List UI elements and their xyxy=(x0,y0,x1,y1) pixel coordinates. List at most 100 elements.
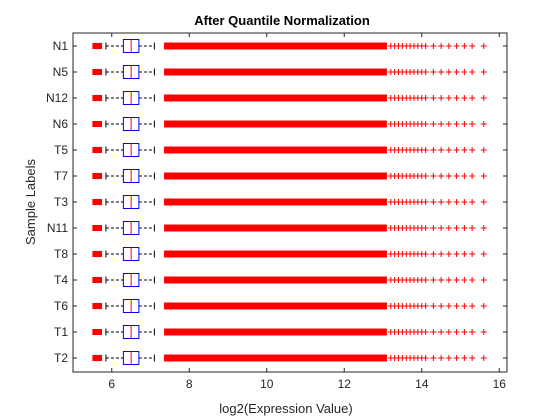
outlier-point xyxy=(469,69,476,75)
x-tick-label: 6 xyxy=(108,377,115,391)
outlier-point xyxy=(461,277,468,283)
outlier-point xyxy=(480,43,487,49)
outliers-low xyxy=(92,251,103,257)
outlier-point xyxy=(445,199,452,205)
outlier-point xyxy=(469,355,476,361)
outliers-high-dense xyxy=(164,276,387,284)
box-series-n5 xyxy=(92,65,487,79)
box-series-n1 xyxy=(92,39,487,53)
outlier-point xyxy=(445,225,452,231)
outlier-point xyxy=(430,303,437,309)
box-series-t4 xyxy=(92,273,487,287)
outlier-point xyxy=(422,277,429,283)
outlier-point xyxy=(453,303,460,309)
outliers-high-dense xyxy=(164,120,387,128)
x-tick-label: 14 xyxy=(415,377,429,391)
outlier-point xyxy=(430,277,437,283)
outlier-point xyxy=(430,43,437,49)
outlier-point xyxy=(422,225,429,231)
outlier-point xyxy=(461,69,468,75)
outlier-point xyxy=(422,69,429,75)
outlier-point xyxy=(480,95,487,101)
outliers-low xyxy=(92,303,103,309)
outlier-point xyxy=(422,355,429,361)
outlier-point xyxy=(422,173,429,179)
outlier-point xyxy=(445,69,452,75)
outlier-point xyxy=(461,121,468,127)
outlier-point xyxy=(480,225,487,231)
outlier-point xyxy=(445,355,452,361)
outlier-point xyxy=(438,303,445,309)
outlier-point xyxy=(453,329,460,335)
outlier-point xyxy=(480,121,487,127)
outlier-point xyxy=(453,199,460,205)
box-series-t6 xyxy=(92,299,487,313)
outliers-high-dense xyxy=(164,172,387,180)
outlier-point xyxy=(480,329,487,335)
outlier-point xyxy=(438,355,445,361)
outlier-point xyxy=(430,121,437,127)
outliers-high-dense xyxy=(164,146,387,154)
outlier-point xyxy=(480,147,487,153)
outliers-high-dense xyxy=(164,302,387,310)
outlier-point xyxy=(422,95,429,101)
axes: 6 8 10 12 14 16 N1 N5 N12 N6 T5 T7 T3 N11 T8 T4 T6 T1 T2 xyxy=(46,32,508,391)
box-series-t3 xyxy=(92,195,487,209)
outlier-point xyxy=(438,329,445,335)
outlier-point xyxy=(430,251,437,257)
outlier-point xyxy=(469,173,476,179)
outlier-point xyxy=(430,355,437,361)
outlier-point xyxy=(445,329,452,335)
outliers-low xyxy=(92,199,103,205)
outlier-point xyxy=(438,199,445,205)
outlier-point xyxy=(438,121,445,127)
y-tick-label: T4 xyxy=(54,273,68,287)
outlier-point xyxy=(430,69,437,75)
outlier-point xyxy=(445,147,452,153)
outlier-point xyxy=(422,121,429,127)
outlier-point xyxy=(430,329,437,335)
outlier-point xyxy=(469,199,476,205)
outlier-point xyxy=(461,251,468,257)
outliers-high-dense xyxy=(164,224,387,232)
outliers-high-dense xyxy=(164,68,387,76)
outliers-high-dense xyxy=(164,198,387,206)
outliers-low xyxy=(92,329,103,335)
box-series-t1 xyxy=(92,325,487,339)
y-tick-label: T1 xyxy=(54,325,68,339)
outlier-point xyxy=(469,43,476,49)
outlier-point xyxy=(453,355,460,361)
outlier-point xyxy=(480,69,487,75)
y-tick-label: N11 xyxy=(47,221,68,235)
outlier-point xyxy=(469,121,476,127)
outliers-high-dense xyxy=(164,250,387,258)
outlier-point xyxy=(461,199,468,205)
outlier-point xyxy=(430,147,437,153)
outlier-point xyxy=(453,43,460,49)
chart-title: After Quantile Normalization xyxy=(194,13,370,28)
x-tick-label: 8 xyxy=(186,377,193,391)
outlier-point xyxy=(461,173,468,179)
outliers-low xyxy=(92,277,103,283)
y-tick-label: T7 xyxy=(54,169,68,183)
outlier-point xyxy=(480,355,487,361)
outlier-point xyxy=(438,69,445,75)
outlier-point xyxy=(453,69,460,75)
outlier-point xyxy=(422,303,429,309)
y-tick-label: N1 xyxy=(53,39,69,53)
y-axis-label: Sample Labels xyxy=(23,159,38,245)
outlier-point xyxy=(445,303,452,309)
y-tick-label: T2 xyxy=(54,351,68,365)
outlier-point xyxy=(461,329,468,335)
outlier-point xyxy=(461,355,468,361)
outlier-point xyxy=(461,43,468,49)
y-tick-label: T5 xyxy=(54,143,68,157)
outlier-point xyxy=(438,43,445,49)
box-series-n12 xyxy=(92,91,487,105)
outlier-point xyxy=(453,225,460,231)
outliers-low xyxy=(92,95,103,101)
outlier-point xyxy=(480,199,487,205)
box-series-n6 xyxy=(92,117,487,131)
